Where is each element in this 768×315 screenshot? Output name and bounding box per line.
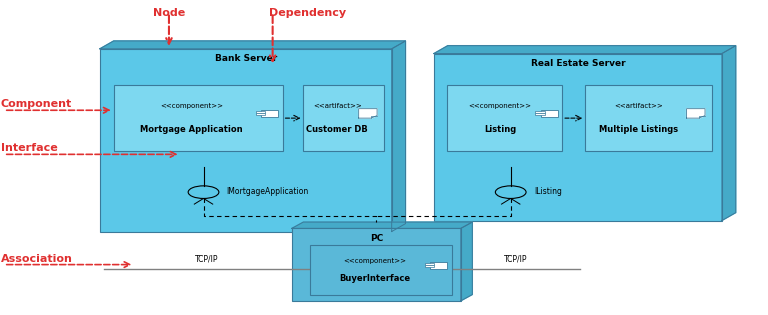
Text: <<artifact>>: <<artifact>>	[313, 103, 362, 109]
Polygon shape	[461, 222, 472, 301]
Bar	[256, 111, 265, 113]
Text: <<component>>: <<component>>	[160, 103, 223, 109]
Text: IMortgageApplication: IMortgageApplication	[227, 187, 309, 196]
Polygon shape	[434, 46, 736, 54]
Bar	[292, 228, 461, 301]
Text: TCP/IP: TCP/IP	[504, 255, 528, 264]
Text: Mortgage Application: Mortgage Application	[140, 125, 243, 134]
Bar	[425, 266, 434, 267]
Bar	[541, 110, 558, 117]
Polygon shape	[722, 46, 736, 220]
Text: Bank Server: Bank Server	[214, 54, 277, 64]
Text: BuyerInterface: BuyerInterface	[339, 274, 410, 283]
Text: IListing: IListing	[534, 187, 561, 196]
Text: Real Estate Server: Real Estate Server	[531, 59, 625, 68]
Text: Association: Association	[1, 254, 73, 264]
Text: Component: Component	[1, 99, 72, 109]
Polygon shape	[292, 222, 472, 228]
Bar	[114, 85, 283, 151]
Text: TCP/IP: TCP/IP	[195, 255, 218, 264]
Bar	[310, 245, 452, 295]
Text: Listing: Listing	[484, 125, 516, 134]
Text: Interface: Interface	[1, 143, 58, 153]
Bar	[430, 262, 447, 269]
Bar	[256, 113, 265, 115]
Text: <<component>>: <<component>>	[343, 258, 406, 264]
Text: <<component>>: <<component>>	[468, 103, 531, 109]
Bar	[100, 49, 392, 232]
Text: PC: PC	[369, 234, 383, 243]
Text: <<artifact>>: <<artifact>>	[614, 103, 663, 109]
Bar	[261, 110, 278, 117]
Bar	[447, 85, 562, 151]
Text: Multiple Listings: Multiple Listings	[599, 125, 678, 134]
Text: Node: Node	[153, 8, 185, 18]
Polygon shape	[100, 41, 406, 49]
Text: Customer DB: Customer DB	[306, 125, 368, 134]
Polygon shape	[687, 109, 705, 118]
Bar	[535, 111, 545, 113]
Bar	[585, 85, 712, 151]
Bar	[303, 85, 384, 151]
Polygon shape	[359, 109, 377, 118]
Polygon shape	[392, 41, 406, 232]
Bar	[425, 263, 434, 265]
Bar	[535, 113, 545, 115]
Text: Dependency: Dependency	[269, 8, 346, 18]
Bar	[434, 54, 722, 220]
